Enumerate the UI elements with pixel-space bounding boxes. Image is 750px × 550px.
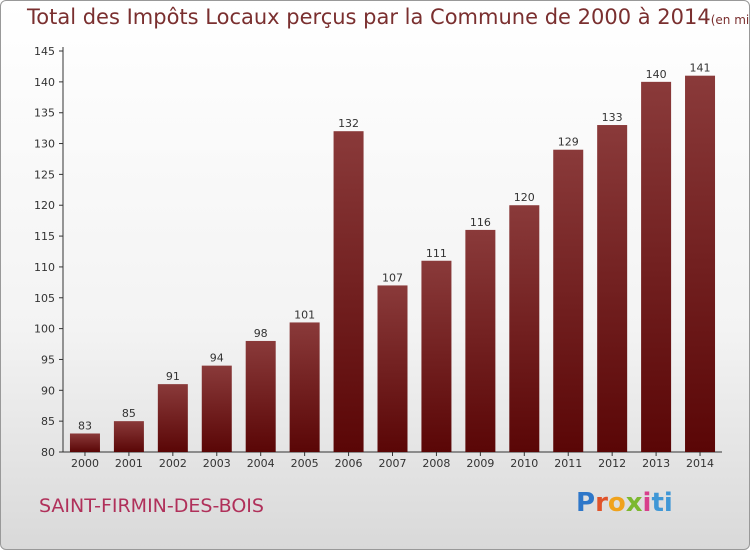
x-tick-label: 2002 — [159, 457, 187, 470]
y-tick-label: 85 — [41, 415, 55, 428]
x-tick-label: 2000 — [71, 457, 99, 470]
bar-value-label: 111 — [426, 247, 447, 260]
y-tick-label: 145 — [34, 45, 55, 58]
y-tick-label: 115 — [34, 230, 55, 243]
bar — [553, 149, 584, 452]
y-tick-label: 125 — [34, 168, 55, 181]
x-tick-label: 2012 — [598, 457, 626, 470]
bar-value-label: 83 — [78, 419, 92, 432]
bar — [421, 260, 452, 452]
proxiti-logo[interactable]: Proxiti — [576, 488, 673, 518]
logo-letter: r — [595, 488, 608, 518]
y-tick-label: 80 — [41, 446, 55, 459]
bar — [157, 384, 188, 452]
x-tick-label: 2007 — [379, 457, 407, 470]
logo-letter: i — [642, 488, 652, 518]
x-tick-label: 2011 — [554, 457, 582, 470]
bar-value-label: 107 — [382, 271, 403, 284]
y-tick-label: 110 — [34, 261, 55, 274]
bar-value-label: 85 — [122, 407, 136, 420]
y-tick-label: 95 — [41, 353, 55, 366]
y-tick-label: 120 — [34, 199, 55, 212]
bar-value-label: 101 — [294, 308, 315, 321]
bar-value-label: 94 — [210, 352, 224, 365]
x-tick-label: 2006 — [335, 457, 363, 470]
commune-name: SAINT-FIRMIN-DES-BOIS — [39, 495, 264, 517]
logo-letter: o — [607, 488, 626, 518]
y-tick-label: 105 — [34, 292, 55, 305]
bar-value-label: 91 — [166, 370, 180, 383]
bar — [465, 229, 496, 452]
bar-value-label: 98 — [254, 327, 268, 340]
bar — [113, 421, 144, 452]
bar — [333, 131, 364, 452]
bar — [289, 322, 320, 452]
y-tick-label: 140 — [34, 76, 55, 89]
bar-value-label: 116 — [470, 216, 491, 229]
x-tick-label: 2004 — [247, 457, 275, 470]
logo-letter: x — [625, 488, 643, 518]
x-tick-label: 2013 — [642, 457, 670, 470]
bar-value-label: 140 — [646, 68, 667, 81]
bar-value-label: 132 — [338, 117, 359, 130]
x-tick-label: 2005 — [291, 457, 319, 470]
bar-value-label: 129 — [558, 136, 579, 149]
x-tick-label: 2001 — [115, 457, 143, 470]
bar — [509, 205, 540, 452]
bar — [685, 75, 716, 452]
y-tick-label: 130 — [34, 138, 55, 151]
y-tick-label: 135 — [34, 107, 55, 120]
x-tick-label: 2010 — [510, 457, 538, 470]
bar-value-label: 120 — [514, 191, 535, 204]
bar — [377, 285, 408, 452]
bar — [245, 340, 276, 452]
chart-title-unit: (en milliers d'€) — [710, 13, 750, 27]
y-tick-label: 100 — [34, 323, 55, 336]
x-tick-label: 2003 — [203, 457, 231, 470]
y-tick-label: 90 — [41, 384, 55, 397]
chart-title-main: Total des Impôts Locaux perçus par la Co… — [27, 5, 711, 29]
bar — [641, 81, 672, 452]
bar — [597, 125, 628, 453]
chart-title: Total des Impôts Locaux perçus par la Co… — [27, 5, 750, 29]
x-tick-label: 2009 — [466, 457, 494, 470]
logo-letter: ti — [651, 488, 673, 518]
bar-value-label: 141 — [690, 62, 711, 75]
bar — [201, 365, 232, 452]
bar-value-label: 133 — [602, 111, 623, 124]
logo-letter: P — [576, 488, 596, 518]
bar — [69, 433, 100, 452]
x-tick-label: 2008 — [422, 457, 450, 470]
x-tick-label: 2014 — [686, 457, 714, 470]
